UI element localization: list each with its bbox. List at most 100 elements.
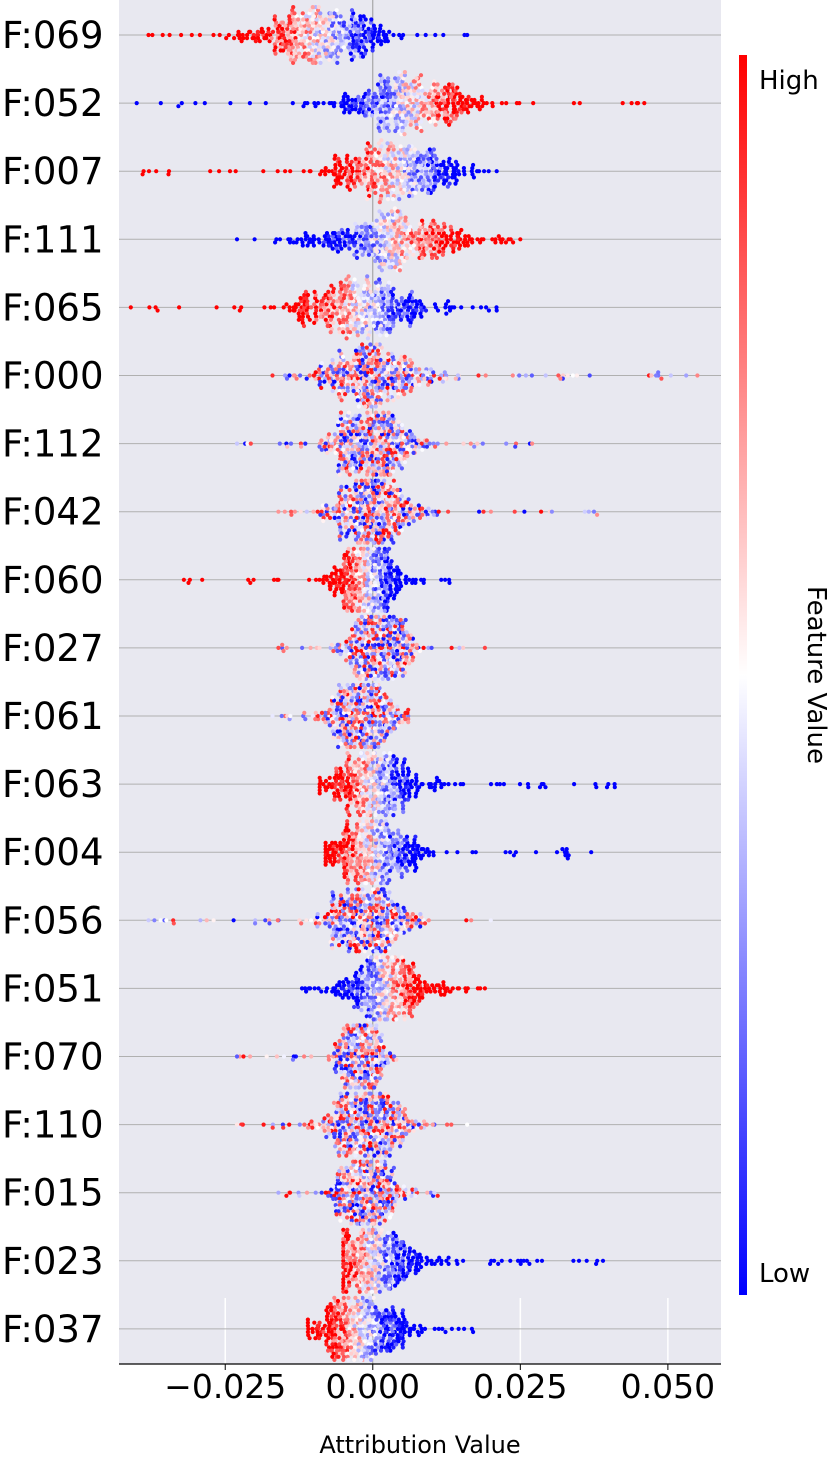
attribution-point — [303, 441, 308, 446]
attribution-point — [543, 373, 548, 378]
attribution-point — [371, 788, 376, 793]
attribution-point — [383, 110, 388, 115]
attribution-point — [340, 354, 346, 359]
attribution-point — [461, 441, 466, 446]
attribution-point — [406, 184, 412, 189]
attribution-point — [395, 209, 400, 214]
attribution-point — [381, 738, 387, 743]
attribution-point — [266, 29, 271, 34]
attribution-point — [417, 444, 422, 449]
attribution-point — [344, 484, 349, 489]
attribution-point — [401, 94, 406, 99]
attribution-point — [179, 32, 184, 38]
attribution-point — [409, 503, 414, 508]
attribution-point — [374, 330, 380, 335]
attribution-point — [278, 45, 283, 50]
attribution-point — [399, 255, 404, 260]
attribution-point — [256, 32, 261, 38]
attribution-point — [383, 237, 388, 242]
attribution-point — [400, 125, 405, 130]
attribution-point — [570, 373, 576, 378]
attribution-point — [287, 14, 292, 19]
attribution-point — [629, 101, 634, 106]
attribution-point — [466, 94, 471, 99]
attribution-point — [413, 652, 418, 657]
attribution-point — [363, 91, 368, 96]
attribution-point — [376, 116, 381, 121]
attribution-point — [281, 305, 286, 310]
attribution-point — [387, 184, 392, 189]
attribution-point — [396, 568, 401, 573]
attribution-point — [447, 122, 452, 127]
attribution-point — [490, 104, 495, 109]
attribution-point — [392, 515, 397, 521]
attribution-point — [349, 800, 354, 805]
attribution-point — [327, 515, 333, 521]
attribution-point — [461, 645, 466, 651]
attribution-point — [361, 159, 366, 164]
attribution-point — [475, 104, 480, 109]
attribution-point — [400, 175, 405, 180]
attribution-point — [348, 234, 353, 239]
attribution-point — [560, 847, 565, 852]
attribution-point — [376, 648, 381, 654]
attribution-point — [426, 506, 431, 511]
attribution-point — [336, 738, 341, 743]
attribution-point — [252, 237, 257, 242]
attribution-point — [412, 181, 417, 186]
attribution-point — [494, 169, 499, 174]
attribution-point — [290, 45, 295, 50]
attribution-point — [409, 116, 414, 121]
attribution-point — [397, 70, 402, 75]
attribution-point — [264, 32, 269, 38]
attribution-point — [363, 404, 368, 409]
attribution-point — [369, 113, 375, 118]
attribution-point — [417, 184, 422, 189]
attribution-point — [232, 305, 237, 310]
attribution-point — [361, 426, 366, 431]
attribution-point — [412, 506, 417, 511]
attribution-point — [306, 14, 312, 19]
attribution-point — [375, 413, 381, 418]
attribution-point — [391, 813, 396, 818]
attribution-point — [326, 243, 331, 248]
attribution-point — [477, 107, 482, 112]
attribution-point — [413, 175, 418, 180]
attribution-point — [344, 639, 349, 644]
attribution-point — [417, 104, 422, 109]
attribution-point — [426, 853, 431, 858]
attribution-point — [408, 162, 413, 168]
attribution-point — [383, 491, 388, 496]
attribution-point — [510, 373, 515, 378]
attribution-point — [443, 104, 449, 109]
attribution-point — [382, 546, 387, 551]
attribution-point — [375, 178, 380, 183]
attribution-point — [421, 94, 426, 99]
attribution-point — [401, 88, 406, 93]
attribution-point — [649, 373, 654, 378]
attribution-point — [306, 51, 311, 56]
attribution-point — [308, 169, 313, 174]
attribution-point — [275, 169, 280, 174]
attribution-point — [368, 342, 373, 347]
attribution-point — [351, 54, 356, 59]
attribution-point — [381, 88, 387, 93]
attribution-point — [310, 20, 315, 25]
attribution-point — [167, 32, 172, 38]
attribution-point — [339, 590, 345, 595]
attribution-point — [484, 101, 489, 106]
attribution-point — [424, 88, 429, 93]
attribution-point — [234, 237, 240, 242]
attribution-point — [395, 788, 400, 793]
attribution-point — [356, 110, 361, 115]
attribution-point — [352, 277, 357, 282]
attribution-point — [287, 240, 293, 245]
attribution-point — [391, 398, 396, 403]
attribution-point — [446, 299, 451, 304]
attribution-point — [388, 113, 393, 118]
attribution-point — [319, 361, 324, 366]
attribution-point — [356, 240, 362, 245]
attribution-point — [445, 113, 450, 118]
attribution-point — [386, 79, 391, 84]
attribution-point — [518, 237, 523, 242]
